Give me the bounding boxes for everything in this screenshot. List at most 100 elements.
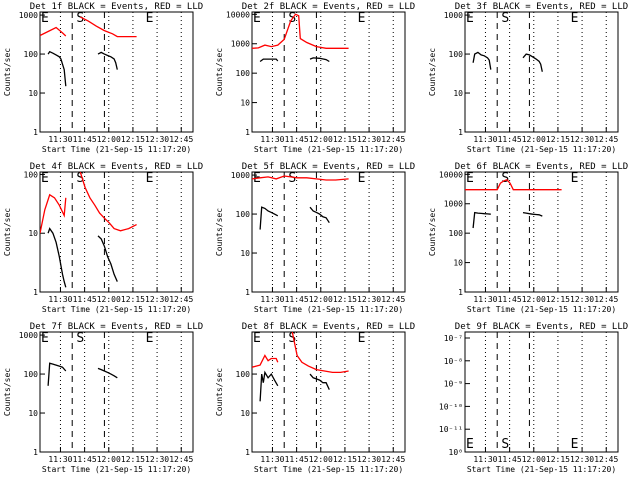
panel-title: Det 9f BLACK = Events, RED = LLD <box>455 322 628 332</box>
y-tick-label: 1000 <box>19 11 38 20</box>
y-tick-label: 1 <box>245 448 250 457</box>
interval-marker-S: S <box>501 171 509 186</box>
interval-marker-E: E <box>146 331 154 346</box>
lld-series-line <box>291 332 349 374</box>
x-tick-label: 12:15 <box>121 455 145 464</box>
x-tick-label: 12:15 <box>546 295 570 304</box>
interval-marker-E: E <box>466 171 474 186</box>
lld-series-line <box>465 179 562 191</box>
interval-marker-E: E <box>571 171 579 186</box>
x-tick-label: 11:30 <box>473 455 497 464</box>
x-tick-label: 11:45 <box>498 135 522 144</box>
interval-marker-S: S <box>76 171 84 186</box>
plot-frame <box>39 11 194 133</box>
detector-panel-6: Det 6f BLACK = Events, RED = LLD 1 10 100 10… <box>428 162 628 314</box>
events-series-line <box>259 206 279 230</box>
events-series-line <box>259 58 279 63</box>
y-tick-label: 100 <box>449 50 464 59</box>
y-tick-label: 10 <box>28 409 38 418</box>
y-tick-label: 10⁻⁹ <box>444 380 463 389</box>
plot-frame <box>39 331 194 453</box>
x-tick-label: 11:30 <box>260 295 284 304</box>
detector-panel-5: Det 5f BLACK = Events, RED = LLD 1 10 100 10… <box>215 162 415 314</box>
interval-marker-E: E <box>253 11 261 26</box>
detector-panel-8: Det 8f BLACK = Events, RED = LLD 1 10 100 Co… <box>215 322 415 474</box>
interval-marker-E: E <box>253 331 261 346</box>
x-axis-label: Start Time (21-Sep-15 11:17:20) <box>42 145 191 154</box>
y-tick-label: 1 <box>458 288 463 297</box>
x-tick-label: 12:30 <box>145 135 169 144</box>
detector-panel-4: Det 4f BLACK = Events, RED = LLD 1 10 100 Co… <box>3 162 203 314</box>
x-tick-label: 12:45 <box>594 135 618 144</box>
events-series-line <box>47 227 67 288</box>
y-axis-label: Counts/sec <box>428 208 437 256</box>
plot-frame <box>251 171 406 293</box>
y-tick-label: 10 <box>453 89 463 98</box>
x-tick-label: 11:30 <box>473 295 497 304</box>
panel-title: Det 4f BLACK = Events, RED = LLD <box>30 162 203 172</box>
y-tick-label: 100 <box>24 50 39 59</box>
x-tick-label: 11:45 <box>73 135 97 144</box>
x-axis-label: Start Time (21-Sep-15 11:17:20) <box>467 465 616 474</box>
detector-panel-3: Det 3f BLACK = Events, RED = LLD 1 10 100 10… <box>428 2 628 154</box>
x-tick-label: 12:15 <box>333 135 357 144</box>
interval-marker-E: E <box>41 171 49 186</box>
x-tick-label: 11:45 <box>73 455 97 464</box>
panel-title: Det 1f BLACK = Events, RED = LLD <box>30 2 203 12</box>
y-tick-label: 1 <box>33 288 38 297</box>
x-tick-label: 12:30 <box>357 135 381 144</box>
y-tick-label: 100 <box>24 370 39 379</box>
events-series-line <box>97 51 118 70</box>
plot-frame <box>251 11 406 133</box>
detector-panel-2: Det 2f BLACK = Events, RED = LLD 1 10 100 10… <box>215 2 415 154</box>
y-tick-label: 10 <box>240 409 250 418</box>
y-tick-label: 100 <box>236 210 251 219</box>
lld-series-line <box>252 13 349 49</box>
x-tick-label: 11:45 <box>498 295 522 304</box>
interval-marker-E: E <box>466 11 474 26</box>
y-tick-label: 10000 <box>226 10 250 19</box>
y-tick-label: 1 <box>33 128 38 137</box>
y-tick-label: 100 <box>24 170 39 179</box>
x-tick-label: 11:45 <box>73 295 97 304</box>
y-axis-label: Counts/sec <box>215 48 224 96</box>
x-tick-label: 11:30 <box>48 135 72 144</box>
interval-marker-E: E <box>358 171 366 186</box>
x-tick-label: 12:15 <box>333 295 357 304</box>
x-tick-label: 12:00 <box>309 455 333 464</box>
interval-marker-S: S <box>76 11 84 26</box>
x-tick-label: 11:45 <box>285 135 309 144</box>
y-tick-label: 1000 <box>19 331 38 340</box>
interval-marker-E: E <box>358 11 366 26</box>
y-tick-label: 10⁻⁷ <box>444 334 463 343</box>
x-axis-label: Start Time (21-Sep-15 11:17:20) <box>42 465 191 474</box>
panel-title: Det 3f BLACK = Events, RED = LLD <box>455 2 628 12</box>
events-series-line <box>309 57 330 63</box>
x-tick-label: 12:45 <box>381 295 405 304</box>
y-tick-label: 1000 <box>444 200 463 209</box>
x-tick-label: 12:15 <box>333 455 357 464</box>
events-series-line <box>47 362 67 386</box>
x-tick-label: 12:30 <box>570 295 594 304</box>
x-tick-label: 12:00 <box>97 455 121 464</box>
y-tick-label: 10⁻¹⁰ <box>439 402 463 411</box>
x-axis-label: Start Time (21-Sep-15 11:17:20) <box>42 305 191 314</box>
plot-frame <box>464 171 619 293</box>
x-tick-label: 11:30 <box>260 455 284 464</box>
lld-series-line <box>79 172 137 232</box>
y-tick-label: 10⁰ <box>449 448 463 457</box>
events-series-line <box>47 50 67 87</box>
interval-marker-E: E <box>466 437 474 452</box>
y-tick-label: 100 <box>236 370 251 379</box>
events-series-line <box>97 235 118 282</box>
lld-series-line <box>252 175 349 181</box>
y-tick-label: 10 <box>240 249 250 258</box>
x-tick-label: 12:00 <box>522 135 546 144</box>
x-tick-label: 12:45 <box>594 295 618 304</box>
x-tick-label: 11:30 <box>473 135 497 144</box>
events-series-line <box>472 211 491 229</box>
x-tick-label: 12:00 <box>522 295 546 304</box>
y-tick-label: 10000 <box>439 170 463 179</box>
x-tick-label: 12:45 <box>169 295 193 304</box>
y-tick-label: 1 <box>33 448 38 457</box>
